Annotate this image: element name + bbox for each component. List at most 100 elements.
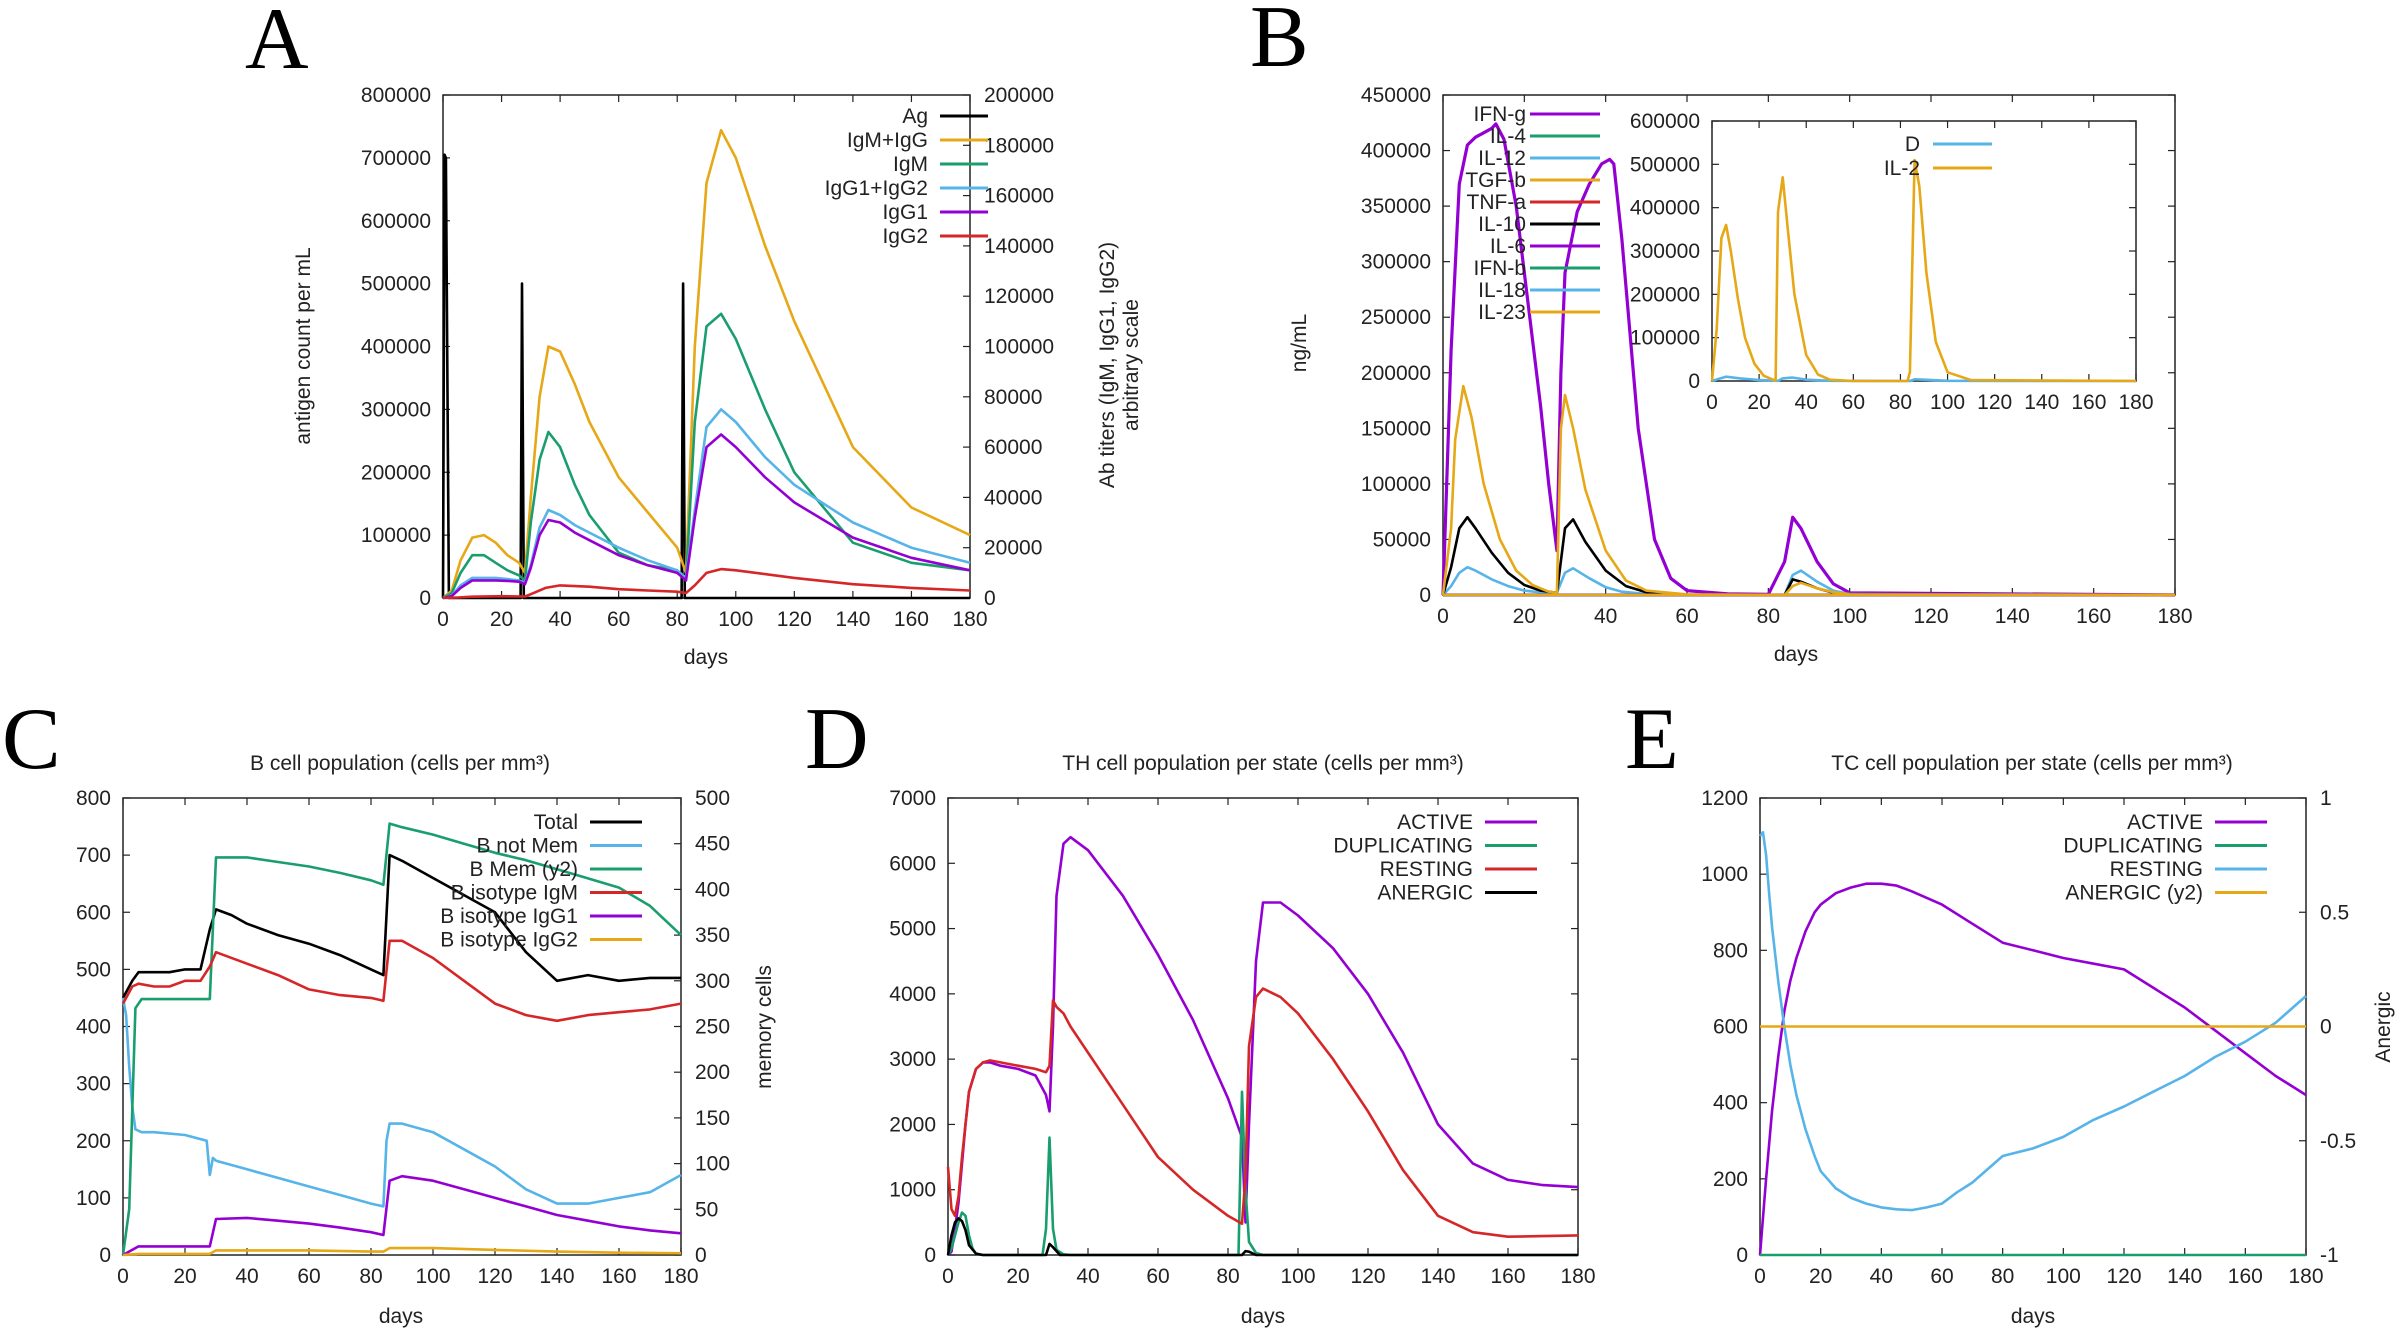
chart-d-frame xyxy=(947,797,1579,1256)
chart-a-xtick-label: 140 xyxy=(835,608,870,631)
chart-d-series-duplicating xyxy=(946,1090,1578,1257)
chart-bi-xtick-label: 160 xyxy=(2071,391,2106,414)
chart-e-xtick-label: 160 xyxy=(2228,1265,2263,1288)
chart-a-y2tick-label: 20000 xyxy=(984,537,1042,560)
chart-b-xtick-label: 80 xyxy=(1757,605,1780,628)
chart-e-y2tick-label: -0.5 xyxy=(2320,1130,2356,1153)
chart-b-ytick-label: 200000 xyxy=(1361,362,1431,385)
chart-c-y2label: memory cells xyxy=(753,965,776,1089)
chart-d-xtick-label: 160 xyxy=(1490,1265,1525,1288)
chart-b-legend-label-il-4: IL-4 xyxy=(1490,125,1527,148)
chart-d-xtick-label: 100 xyxy=(1280,1265,1315,1288)
chart-e-xtick-label: 20 xyxy=(1809,1265,1832,1288)
chart-a-xtick-label: 160 xyxy=(894,608,929,631)
chart-a-y2tick-label: 180000 xyxy=(984,134,1054,157)
chart-e-xtick-label: 100 xyxy=(2046,1265,2081,1288)
chart-bi-xtick-label: 120 xyxy=(1977,391,2012,414)
chart-b-legend-label-tnf-a: TNF-a xyxy=(1467,191,1527,214)
chart-c-legend-label-b-isotype-igg2: B isotype IgG2 xyxy=(440,929,578,952)
chart-e-y2tick-label: 0.5 xyxy=(2320,901,2349,924)
chart-a-legend-label-igm-igg: IgM+IgG xyxy=(847,129,928,152)
chart-c-legend-label-total: Total xyxy=(534,811,578,834)
chart-a-series-igm-igg xyxy=(442,128,971,599)
chart-d-xtick-label: 40 xyxy=(1076,1265,1099,1288)
chart-e-xtick-label: 80 xyxy=(1991,1265,2014,1288)
chart-c-legend-label-b-not-mem: B not Mem xyxy=(476,835,578,858)
chart-c-xtick-label: 20 xyxy=(173,1265,196,1288)
chart-d-xtick-label: 20 xyxy=(1006,1265,1029,1288)
chart-d-ytick-label: 0 xyxy=(924,1244,936,1267)
chart-c-ytick-label: 600 xyxy=(76,901,111,924)
chart-bi-ytick-label: 500000 xyxy=(1630,153,1700,176)
chart-c-y2tick-label: 50 xyxy=(695,1198,718,1221)
chart-b-xtick-label: 0 xyxy=(1437,605,1449,628)
chart-c-xtick-label: 180 xyxy=(663,1265,698,1288)
chart-a-y2tick-label: 200000 xyxy=(984,84,1054,107)
chart-c-y2tick-label: 350 xyxy=(695,924,730,947)
chart-a-ytick-label: 400000 xyxy=(361,336,431,359)
chart-c-legend-label-b-isotype-igm: B isotype IgM xyxy=(451,882,578,905)
chart-b-series-il-12 xyxy=(1442,565,2176,597)
chart-e-y2label: Anergic xyxy=(2372,991,2395,1062)
chart-a-xtick-label: 100 xyxy=(718,608,753,631)
chart-a-series-igg2 xyxy=(442,567,971,600)
chart-b-legend-label-tgf-b: TGF-b xyxy=(1465,169,1526,192)
chart-c-frame xyxy=(122,797,682,1256)
panel-label-d: D xyxy=(805,691,869,788)
chart-d-xtick-label: 80 xyxy=(1216,1265,1239,1288)
chart-bi-ytick-label: 0 xyxy=(1688,370,1700,393)
chart-e-ytick-label: 1200 xyxy=(1701,787,1748,810)
chart-a-y2label: Ab titers (IgM, IgG1, IgG2)arbitrary sca… xyxy=(1096,242,1143,488)
chart-c-y2tick-label: 200 xyxy=(695,1061,730,1084)
chart-b-xtick-label: 120 xyxy=(1913,605,1948,628)
chart-bi-xtick-label: 140 xyxy=(2024,391,2059,414)
chart-bi-ytick-label: 400000 xyxy=(1630,197,1700,220)
chart-b-xtick-label: 180 xyxy=(2157,605,2192,628)
chart-d-series-active xyxy=(947,835,1579,1256)
chart-a-legend-label-igg1: IgG1 xyxy=(882,201,928,224)
chart-a-xtick-label: 40 xyxy=(548,608,571,631)
chart-c-y2tick-label: 100 xyxy=(695,1153,730,1176)
chart-d-ytick-label: 5000 xyxy=(889,918,936,941)
chart-a-y2tick-label: 140000 xyxy=(984,235,1054,258)
chart-d-xtick-label: 60 xyxy=(1146,1265,1169,1288)
chart-e-xtick-label: 120 xyxy=(2106,1265,2141,1288)
chart-c-series-b-isotype-igm xyxy=(121,939,682,1023)
chart-a-xtick-label: 0 xyxy=(437,608,449,631)
chart-d-title: TH cell population per state (cells per … xyxy=(1062,752,1463,775)
chart-e-y2tick-label: 0 xyxy=(2320,1016,2332,1039)
chart-c-xtick-label: 120 xyxy=(477,1265,512,1288)
chart-b-legend-label-ifn-b: IFN-b xyxy=(1474,257,1527,280)
chart-c-ytick-label: 100 xyxy=(76,1187,111,1210)
chart-a-xtick-label: 60 xyxy=(607,608,630,631)
chart-c-xtick-label: 100 xyxy=(415,1265,450,1288)
chart-c-legend-label-b-isotype-igg1: B isotype IgG1 xyxy=(440,905,578,928)
chart-d-xtick-label: 140 xyxy=(1420,1265,1455,1288)
chart-b-ytick-label: 250000 xyxy=(1361,306,1431,329)
chart-c: B cell population (cells per mm³) 0 20 40 6… xyxy=(76,752,776,1328)
chart-b-legend-label-il-10: IL-10 xyxy=(1478,213,1526,236)
chart-a-xtick-label: 80 xyxy=(666,608,689,631)
chart-a-xtick-label: 180 xyxy=(952,608,987,631)
chart-e-ytick-label: 800 xyxy=(1713,939,1748,962)
panel-label-a: A xyxy=(245,0,309,88)
chart-b-legend-label-il-18: IL-18 xyxy=(1478,279,1526,302)
chart-b-xtick-label: 60 xyxy=(1675,605,1698,628)
chart-a-ytick-label: 200000 xyxy=(361,461,431,484)
panel-label-e: E xyxy=(1625,691,1679,788)
chart-e-y2tick-label: 1 xyxy=(2320,787,2332,810)
chart-bi-xtick-label: 100 xyxy=(1930,391,1965,414)
panel-label-c: C xyxy=(2,691,61,788)
chart-c-y2tick-label: 0 xyxy=(695,1244,707,1267)
chart-bi-xtick-label: 0 xyxy=(1706,391,1718,414)
chart-e-ytick-label: 600 xyxy=(1713,1016,1748,1039)
chart-c-ytick-label: 700 xyxy=(76,844,111,867)
chart-a-ytick-label: 800000 xyxy=(361,84,431,107)
chart-b-xtick-label: 100 xyxy=(1832,605,1867,628)
chart-e-ytick-label: 400 xyxy=(1713,1092,1748,1115)
chart-e-legend-label-duplicating: DUPLICATING xyxy=(2063,835,2203,858)
chart-e-legend-label-anergic-y2: ANERGIC (y2) xyxy=(2065,882,2203,905)
chart-c-xlabel: days xyxy=(379,1305,423,1328)
chart-e-xtick-label: 140 xyxy=(2167,1265,2202,1288)
chart-b: 0 20 40 60 80 100 120 140 160 180 0 50000 100000 1500… xyxy=(1288,84,2193,666)
